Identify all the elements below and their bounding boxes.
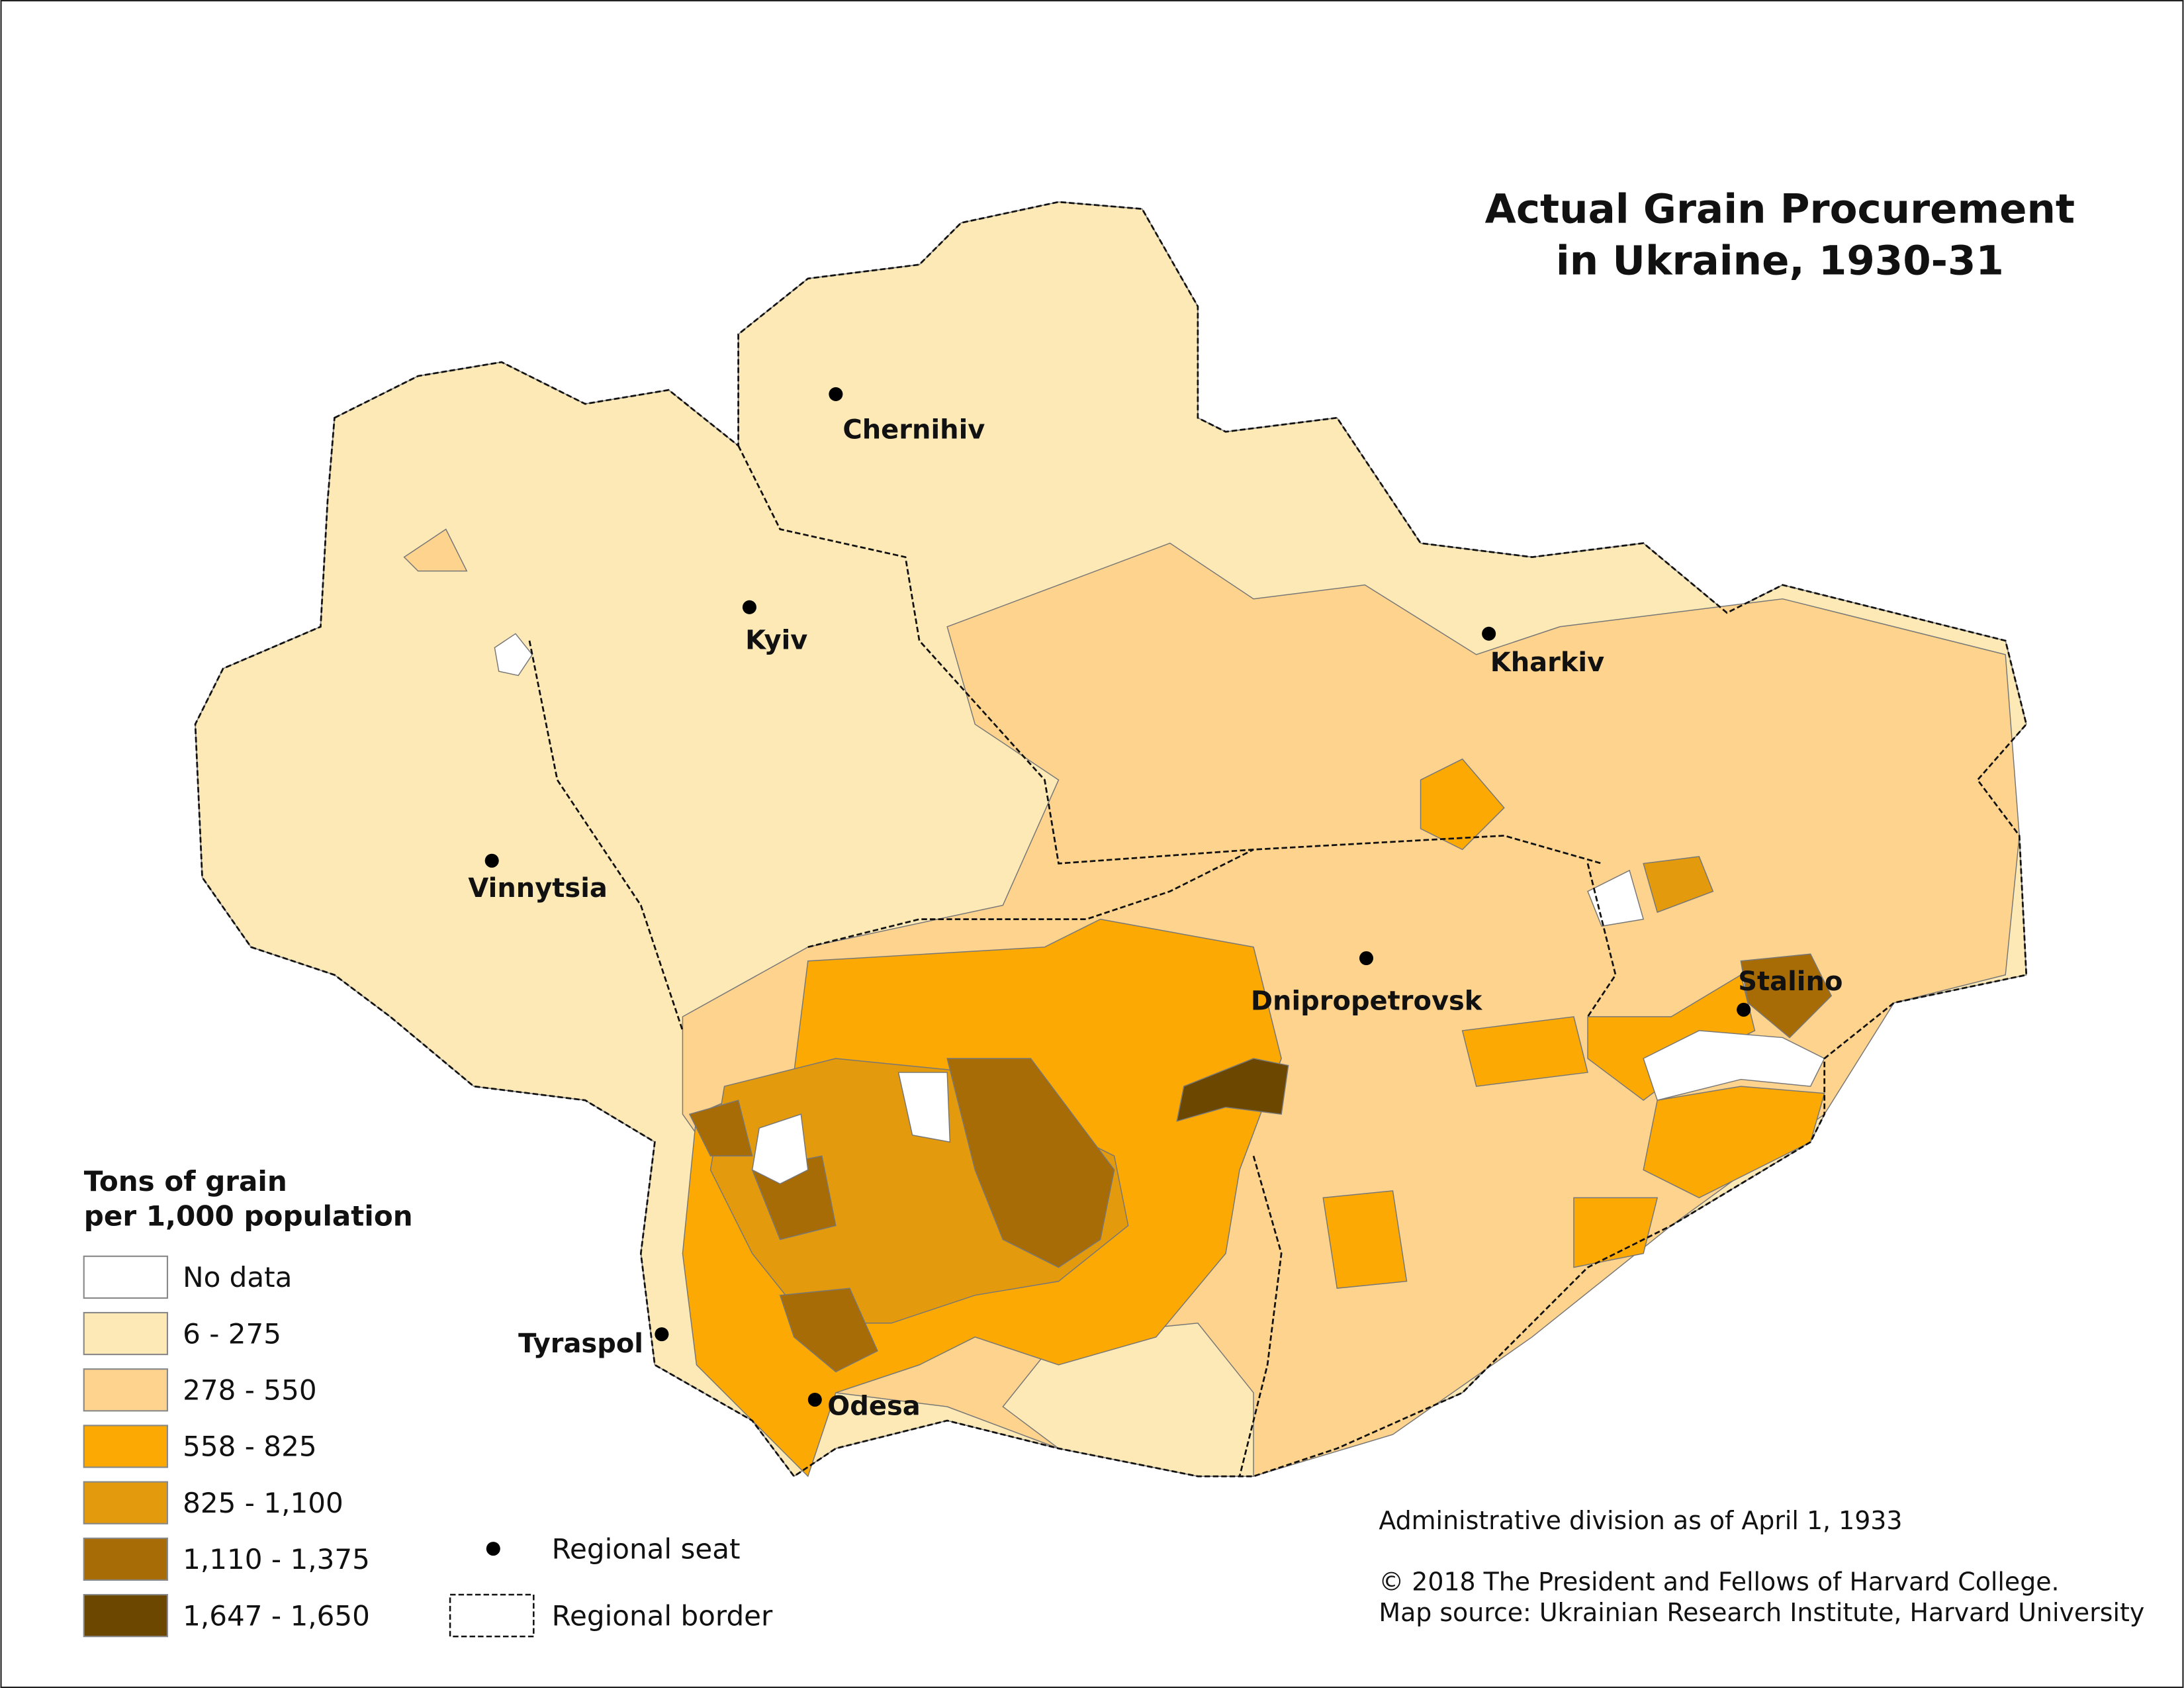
regional-border bbox=[194, 201, 2028, 1478]
title: Actual Grain Procurement bbox=[1485, 186, 2075, 233]
city-label: Stalino bbox=[1738, 966, 1843, 997]
region-fill bbox=[494, 633, 533, 677]
city-dot bbox=[655, 1327, 669, 1342]
region-fill bbox=[779, 1288, 878, 1373]
city-dot bbox=[1737, 1002, 1751, 1017]
region-fill bbox=[1643, 1030, 1825, 1102]
city-label: Vinnytsia bbox=[468, 873, 607, 904]
legend-swatch bbox=[83, 1537, 169, 1581]
region-fill bbox=[1587, 869, 1645, 927]
region-fill bbox=[1573, 1197, 1659, 1268]
city-dot bbox=[484, 853, 499, 868]
city-label: Chernihiv bbox=[842, 415, 985, 445]
legend-label: No data bbox=[183, 1261, 292, 1293]
region-fill bbox=[1420, 758, 1505, 851]
region-fill bbox=[1740, 953, 1833, 1039]
regional-border bbox=[528, 640, 684, 1031]
region-fill bbox=[1461, 1016, 1588, 1087]
legend-label: 1,647 - 1,650 bbox=[183, 1599, 370, 1632]
legend-swatch bbox=[83, 1368, 169, 1412]
legend-label: 825 - 1,100 bbox=[183, 1487, 343, 1519]
region-fill bbox=[1176, 1058, 1289, 1122]
regional-border bbox=[807, 849, 1254, 949]
region-fill bbox=[1322, 1190, 1408, 1289]
legend-label: 6 - 275 bbox=[183, 1317, 281, 1350]
region-fill bbox=[688, 1100, 753, 1157]
legend-title: per 1,000 population bbox=[84, 1199, 413, 1232]
city-dot bbox=[1359, 951, 1373, 966]
legend-border-symbol bbox=[449, 1593, 535, 1638]
note: Map source: Ukrainian Research Institute… bbox=[1379, 1598, 2144, 1627]
legend-label: 558 - 825 bbox=[183, 1430, 317, 1463]
legend-swatch bbox=[83, 1481, 169, 1524]
legend-swatch bbox=[83, 1425, 169, 1468]
regional-border bbox=[1586, 863, 1617, 1017]
region-fill bbox=[751, 1113, 809, 1185]
legend-swatch bbox=[83, 1255, 169, 1299]
region-fill bbox=[1643, 856, 1714, 914]
note: © 2018 The President and Fellows of Harv… bbox=[1379, 1568, 2059, 1597]
city-label: Odesa bbox=[827, 1391, 920, 1422]
region-fill bbox=[403, 528, 468, 572]
city-label: Kyiv bbox=[745, 625, 807, 655]
cities: Chernihiv Kyiv Kharkiv Vinnytsia Dniprop… bbox=[468, 387, 1843, 1422]
note: Administrative division as of April 1, 1… bbox=[1379, 1506, 1902, 1535]
city-label: Dnipropetrovsk bbox=[1251, 986, 1483, 1016]
legend-swatch bbox=[83, 1311, 169, 1356]
regional-border bbox=[737, 445, 1602, 865]
legend-dot bbox=[486, 1542, 500, 1556]
city-dot bbox=[742, 600, 756, 614]
title: in Ukraine, 1930-31 bbox=[1556, 237, 2004, 284]
legend-swatch bbox=[83, 1593, 169, 1638]
territory bbox=[194, 201, 2028, 1478]
legend: Tons of grain per 1,000 population Regio… bbox=[83, 1165, 773, 1638]
region-fill bbox=[946, 1058, 1115, 1268]
city-dot bbox=[1482, 626, 1496, 641]
regional-border bbox=[1238, 1155, 1283, 1477]
legend-label: 1,110 - 1,375 bbox=[183, 1543, 370, 1575]
legend-title: Tons of grain bbox=[84, 1165, 287, 1197]
city-label: Tyraspol bbox=[518, 1329, 643, 1359]
city-label: Kharkiv bbox=[1490, 647, 1604, 678]
city-dot bbox=[829, 387, 843, 401]
city-dot bbox=[807, 1392, 822, 1407]
legend-symbol-label: Regional border bbox=[552, 1599, 773, 1632]
region-fill bbox=[897, 1072, 951, 1143]
legend-label: 278 - 550 bbox=[183, 1374, 317, 1406]
legend-symbol-label: Regional seat bbox=[552, 1532, 741, 1565]
